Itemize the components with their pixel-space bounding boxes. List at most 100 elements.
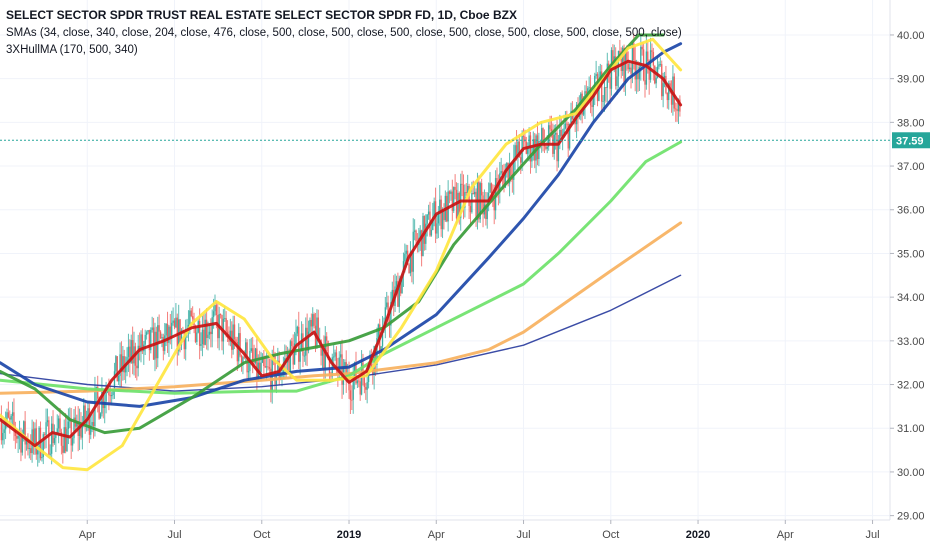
candle-body <box>196 332 198 342</box>
candle-body <box>493 199 495 211</box>
candle-body <box>363 375 366 388</box>
candle-body <box>243 357 246 359</box>
ma-line-7 <box>0 59 683 448</box>
candle-body <box>408 264 410 274</box>
candle-body <box>137 345 139 369</box>
price-axis[interactable]: 29.00 30.00 31.00 32.00 33.00 34.00 35.00 36.00… <box>890 30 925 523</box>
candle-body <box>302 333 304 356</box>
candle-body <box>203 329 205 345</box>
candle-body <box>475 191 477 220</box>
time-axis[interactable]: Apr Jul Oct 2019 Apr Jul Oct 2020 Apr Jul <box>79 520 880 541</box>
candle-body <box>374 346 377 365</box>
candle-body <box>226 331 229 335</box>
candle-body <box>190 310 192 317</box>
candle-body <box>229 330 232 342</box>
candle-body <box>401 274 403 294</box>
candle-body <box>486 206 488 220</box>
candle-body <box>109 395 111 397</box>
candle-body <box>448 191 451 194</box>
hullma-indicator-legend[interactable]: 3XHullMA (170, 500, 340) <box>6 44 138 56</box>
candle-body <box>426 214 428 224</box>
candle-body <box>119 354 121 376</box>
x-tick-label: Jul <box>866 529 880 541</box>
candle-body <box>602 101 604 102</box>
candle-body <box>471 193 473 213</box>
candle-body <box>624 50 627 83</box>
candle-body <box>36 450 39 455</box>
candle-body <box>57 418 60 429</box>
candle-body <box>485 204 487 220</box>
candle-body <box>430 229 433 236</box>
ma-line-5 <box>0 33 665 435</box>
candle-body <box>310 319 313 327</box>
candle-body <box>454 186 456 190</box>
y-tick-label: 30.00 <box>897 467 925 479</box>
y-tick-label: 38.00 <box>897 117 925 129</box>
candle-body <box>673 76 676 109</box>
candle-body <box>644 80 646 85</box>
candle-body <box>352 377 354 400</box>
candle-body <box>116 356 118 382</box>
candle-body <box>419 230 421 238</box>
candle-body <box>21 435 24 453</box>
candle-body <box>598 80 600 101</box>
candle-body <box>550 129 553 132</box>
candle-body <box>88 408 91 435</box>
candle-body <box>386 302 388 308</box>
candle-body <box>626 50 628 64</box>
sma-indicator-legend[interactable]: SMAs (34, close, 340, close, 204, close,… <box>6 27 682 39</box>
candle-body <box>56 428 58 434</box>
candle-body <box>115 356 117 372</box>
candle-body <box>609 77 611 89</box>
candle-body <box>97 386 99 399</box>
candle-body <box>496 178 498 185</box>
candle-body <box>349 390 352 400</box>
candle-body <box>0 419 3 441</box>
candle-body <box>102 391 105 409</box>
candle-body <box>219 313 222 316</box>
candle-body <box>585 91 588 94</box>
candle-body <box>288 353 290 375</box>
candle-body <box>158 325 160 332</box>
candle-body <box>46 420 49 423</box>
candle-body <box>110 395 113 397</box>
candle-body <box>339 354 342 358</box>
candle-body <box>344 362 346 368</box>
candle-body <box>53 438 56 444</box>
candle-body <box>647 51 649 62</box>
candle-body <box>144 334 146 345</box>
candle-body <box>504 170 507 188</box>
candle-body <box>59 418 61 432</box>
candle-body <box>159 331 162 339</box>
chart-title[interactable]: SELECT SECTOR SPDR TRUST REAL ESTATE SEL… <box>6 8 517 22</box>
candle-body <box>215 305 218 316</box>
candle-body <box>292 346 294 365</box>
candle-body <box>661 64 663 97</box>
candle-body <box>415 230 417 242</box>
candle-body <box>76 421 78 427</box>
candle-body <box>43 434 46 436</box>
candle-body <box>41 457 43 459</box>
candle-body <box>161 337 163 339</box>
candle-body <box>122 356 124 372</box>
candle-body <box>73 417 75 439</box>
candle-body <box>404 253 406 262</box>
y-tick-label: 34.00 <box>897 292 925 304</box>
candle-body <box>529 135 532 162</box>
candle-body <box>50 423 53 454</box>
candle-body <box>617 50 620 77</box>
candle-body <box>20 431 22 453</box>
candle-body <box>148 330 151 351</box>
candle-body <box>540 128 543 142</box>
candle-body <box>638 67 641 80</box>
candle-body <box>251 348 254 360</box>
candle-body <box>81 424 84 438</box>
candle-body <box>397 281 399 307</box>
candle-body <box>489 183 491 193</box>
y-tick-label: 39.00 <box>897 74 925 86</box>
candle-body <box>432 217 434 230</box>
candle-body <box>16 436 18 439</box>
candle-body <box>381 330 384 347</box>
candle-body <box>450 191 452 194</box>
